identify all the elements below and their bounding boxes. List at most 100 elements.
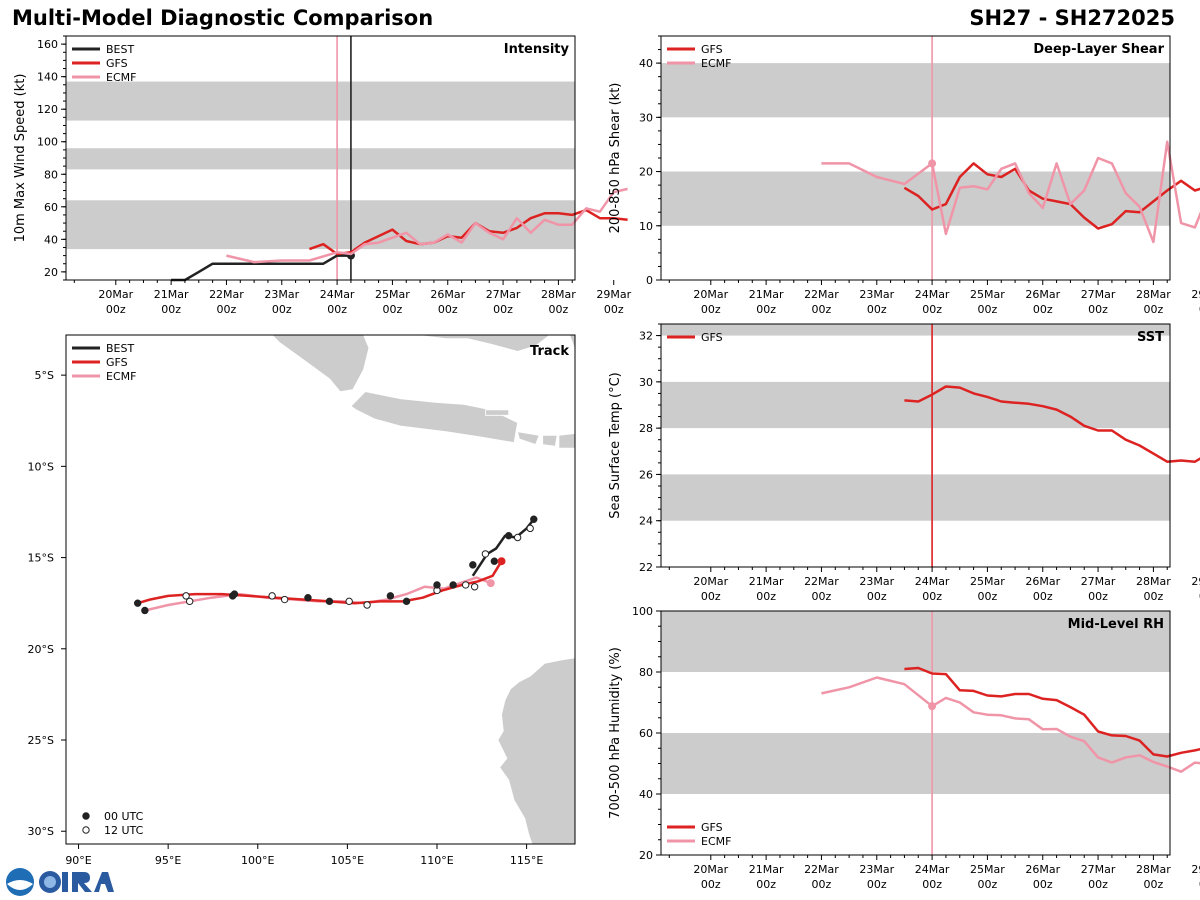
- track-marker-legend-symbol: [82, 826, 90, 834]
- track-marker-00utc: [433, 581, 441, 589]
- track-marker-legend-symbol: [82, 812, 90, 820]
- shear-shaded-band: [661, 63, 1170, 118]
- track-marker-00utc: [490, 557, 499, 565]
- track-panel: 90°E 95°E 100°E 105°E 110°E 115°E 5°S 10°S 15°S 2…: [28, 334, 576, 867]
- intensity-x-tick-hour: 00z: [549, 303, 569, 316]
- sst-x-tick-hour: 00z: [812, 590, 832, 603]
- track-marker-00utc: [504, 531, 513, 540]
- rh-panel: 20 40 60 80 100 20Mar 00z 21Mar 00z 22Mar 00z 23Mar…: [608, 605, 1200, 891]
- track-y-tick-label: 30°S: [28, 825, 54, 838]
- land-masses: [271, 335, 575, 844]
- rh-x-tick-hour: 00z: [978, 878, 998, 891]
- land-java: [350, 391, 519, 444]
- cira-globe-inner: [44, 876, 56, 888]
- intensity-x-tick-day: 26Mar: [430, 288, 465, 301]
- track-line-gfs: [137, 560, 503, 605]
- sst-x-tick-hour: 00z: [1144, 590, 1164, 603]
- track-marker-00utc: [141, 606, 149, 615]
- rh-y-tick-label: 40: [639, 788, 653, 801]
- track-y-tick-label: 10°S: [28, 460, 54, 473]
- shear-legend-label-ecmf: ECMF: [701, 57, 731, 70]
- land-madura: [484, 409, 510, 416]
- sst-x-tick-hour: 00z: [922, 590, 942, 603]
- rh-y-tick-label: 60: [639, 727, 653, 740]
- intensity-x-tick-day: 25Mar: [375, 288, 410, 301]
- shear-panel: 0 10 20 30 40 20Mar 00z 21Mar 00z 22Mar 00z 23Mar 00…: [608, 35, 1200, 316]
- intensity-x-tick-day: 23Mar: [264, 288, 299, 301]
- sst-panel-title: SST: [1137, 330, 1164, 345]
- sst-x-tick-day: 28Mar: [1136, 575, 1171, 588]
- sst-legend-label-gfs: GFS: [701, 331, 723, 344]
- intensity-x-tick-day: 20Mar: [98, 288, 133, 301]
- intensity-x-tick-hour: 00z: [383, 303, 403, 316]
- sst-x-tick-hour: 00z: [1088, 590, 1108, 603]
- rh-y-axis-label: 700-500 hPa Humidity (%): [608, 647, 623, 819]
- shear-x-tick-day: 23Mar: [859, 288, 894, 301]
- shear-x-tick-day: 28Mar: [1136, 288, 1171, 301]
- track-end-point-gfs: [497, 557, 506, 566]
- rh-x-tick-hour: 00z: [756, 878, 776, 891]
- sst-y-tick-label: 26: [639, 468, 653, 481]
- land-sumatra: [271, 335, 370, 393]
- shear-y-tick-label: 10: [639, 220, 653, 233]
- sst-x-tick-day: 29Mar: [1191, 575, 1200, 588]
- sst-x-tick-day: 27Mar: [1081, 575, 1116, 588]
- track-x-tick-label: 105°E: [331, 854, 364, 867]
- intensity-shaded-band: [66, 81, 575, 121]
- shear-x-tick-hour: 00z: [1144, 303, 1164, 316]
- shear-x-tick-hour: 00z: [701, 303, 721, 316]
- sst-y-tick-label: 32: [639, 330, 653, 343]
- shear-x-tick-hour: 00z: [812, 303, 832, 316]
- shear-series-ecmf: [821, 140, 1200, 244]
- rh-x-tick-hour: 00z: [1033, 878, 1053, 891]
- sst-x-tick-hour: 00z: [1033, 590, 1053, 603]
- sst-y-tick-label: 22: [639, 561, 653, 574]
- track-marker-12utc: [363, 601, 371, 609]
- shear-y-tick-label: 0: [646, 274, 653, 287]
- shear-panel-title: Deep-Layer Shear: [1033, 42, 1164, 57]
- rh-x-tick-hour: 00z: [1144, 878, 1164, 891]
- track-marker-12utc: [526, 524, 534, 533]
- intensity-y-tick-label: 120: [37, 103, 58, 116]
- intensity-x-tick-hour: 00z: [493, 303, 513, 316]
- land-sumbawa: [558, 433, 575, 449]
- sst-panel: 22 24 26 28 30 32 20Mar 00z 21Mar 00z 22Mar 00z 23Ma…: [608, 323, 1200, 603]
- track-marker-12utc: [513, 533, 522, 542]
- intensity-series-best: [171, 254, 351, 282]
- shear-y-tick-label: 40: [639, 57, 653, 70]
- shear-y-tick-label: 20: [639, 166, 653, 179]
- intensity-shaded-band: [66, 200, 575, 250]
- track-marker-12utc: [481, 550, 490, 558]
- rh-shaded-band: [661, 611, 1170, 672]
- intensity-x-tick-hour: 00z: [438, 303, 458, 316]
- rh-x-tick-day: 28Mar: [1136, 863, 1171, 876]
- sst-x-tick-day: 21Mar: [749, 575, 784, 588]
- track-x-tick-label: 115°E: [510, 854, 543, 867]
- intensity-x-tick-day: 28Mar: [541, 288, 576, 301]
- track-marker-00utc: [469, 561, 477, 569]
- track-line-best: [471, 518, 535, 577]
- intensity-y-tick-label: 40: [44, 233, 58, 246]
- shear-shaded-band: [661, 171, 1170, 226]
- track-marker-00utc: [304, 594, 312, 602]
- intensity-x-tick-day: 27Mar: [486, 288, 521, 301]
- rh-x-tick-hour: 00z: [1199, 878, 1200, 891]
- land-sulawesi: [569, 335, 575, 350]
- page-title: Multi-Model Diagnostic Comparison: [12, 6, 434, 30]
- track-y-tick-label: 15°S: [28, 552, 54, 565]
- track-marker-00utc: [325, 597, 334, 606]
- intensity-shaded-band: [66, 148, 575, 170]
- track-marker-00utc: [386, 592, 395, 600]
- sst-y-tick-label: 28: [639, 422, 653, 435]
- intensity-series-ecmf: [226, 187, 628, 264]
- track-end-point-ecmf: [486, 579, 495, 588]
- rh-x-tick-day: 23Mar: [859, 863, 894, 876]
- sst-x-tick-day: 22Mar: [804, 575, 839, 588]
- rh-y-tick-label: 100: [632, 605, 653, 618]
- intensity-x-tick-hour: 00z: [106, 303, 126, 316]
- track-y-tick-label: 25°S: [28, 734, 54, 747]
- rh-x-tick-hour: 00z: [701, 878, 721, 891]
- shear-x-tick-day: 25Mar: [970, 288, 1005, 301]
- rh-x-tick-hour: 00z: [1088, 878, 1108, 891]
- track-x-tick-label: 100°E: [241, 854, 274, 867]
